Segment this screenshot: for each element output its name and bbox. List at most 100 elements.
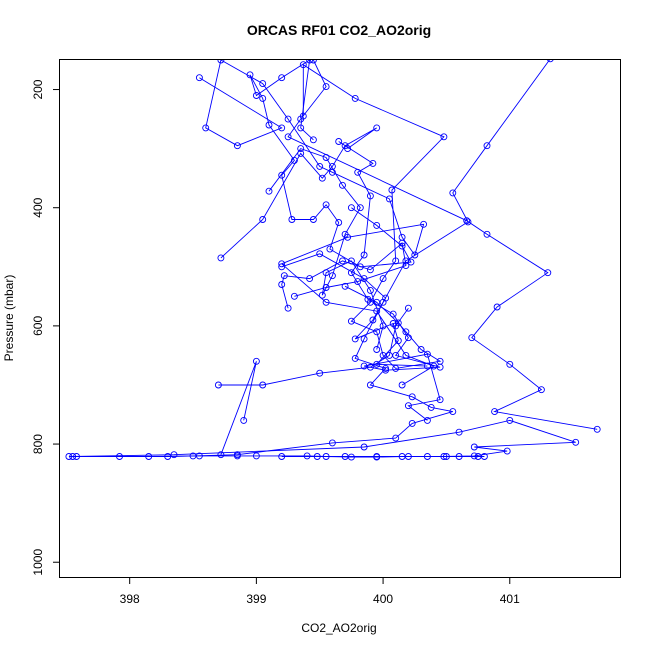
data-point: [280, 272, 288, 280]
data-point: [259, 381, 267, 389]
data-point: [347, 317, 355, 325]
data-point: [404, 402, 412, 410]
data-point: [322, 284, 330, 291]
data-point: [252, 92, 260, 99]
data-point: [341, 282, 349, 290]
data-point: [233, 452, 241, 460]
data-point: [278, 74, 286, 82]
data-point: [402, 262, 410, 270]
data-point: [278, 124, 286, 132]
series-7: [335, 138, 444, 424]
data-point: [309, 136, 317, 144]
data-point: [366, 363, 374, 371]
data-point: [388, 186, 396, 194]
y-tick-label: 1000: [31, 549, 45, 576]
y-tick-label: 600: [31, 316, 45, 336]
data-point: [369, 159, 377, 167]
series-layer: [65, 60, 601, 461]
data-point: [316, 162, 324, 170]
data-point: [339, 257, 346, 265]
data-point: [354, 278, 362, 286]
y-tick-label: 200: [31, 79, 45, 99]
y-axis-label: Pressure (mbar): [2, 275, 16, 362]
data-point: [344, 145, 352, 153]
data-point: [195, 74, 203, 82]
data-point: [335, 138, 343, 145]
data-point: [407, 258, 415, 266]
data-point: [404, 334, 412, 342]
data-point: [436, 363, 444, 371]
data-point: [214, 381, 222, 389]
data-point: [398, 239, 406, 247]
series-line: [281, 253, 428, 367]
data-point: [351, 335, 359, 343]
data-point: [506, 416, 514, 424]
data-point: [404, 304, 412, 312]
data-point: [328, 272, 336, 280]
data-point: [265, 187, 273, 195]
data-point: [506, 360, 514, 368]
data-point: [385, 351, 393, 359]
x-tick-label: 398: [120, 592, 140, 606]
data-point: [69, 453, 77, 460]
series-12: [278, 250, 431, 370]
data-point: [440, 133, 448, 141]
series-line: [220, 361, 257, 455]
series-line: [338, 141, 441, 421]
data-point: [322, 83, 330, 91]
data-point: [360, 251, 368, 259]
data-point: [217, 60, 225, 64]
data-point: [299, 61, 307, 69]
data-point: [373, 360, 381, 368]
data-point: [398, 381, 406, 389]
data-point: [468, 334, 476, 342]
data-point: [318, 291, 326, 299]
series-11: [278, 239, 410, 312]
data-point: [369, 316, 377, 324]
data-point: [246, 71, 254, 79]
data-point: [356, 263, 364, 271]
data-point: [398, 453, 406, 460]
data-point: [423, 416, 431, 424]
data-point: [351, 94, 359, 102]
data-point: [423, 362, 431, 370]
data-point: [483, 230, 491, 238]
y-tick-label: 800: [31, 434, 45, 454]
data-point: [309, 216, 317, 223]
data-point: [316, 369, 324, 377]
data-point: [544, 269, 552, 277]
data-point: [360, 362, 368, 370]
x-axis: 398 399 400 401: [120, 577, 520, 606]
data-point: [328, 162, 336, 170]
data-point: [316, 250, 324, 258]
data-point: [233, 142, 241, 150]
data-point: [360, 335, 368, 343]
data-point: [303, 452, 311, 460]
data-point: [480, 453, 488, 460]
data-point: [297, 149, 305, 157]
data-point: [455, 453, 463, 460]
data-point: [493, 303, 501, 311]
y-tick-label: 400: [31, 197, 45, 217]
data-point: [328, 439, 336, 447]
data-point: [318, 174, 326, 182]
data-point: [145, 453, 153, 460]
data-point: [572, 438, 580, 446]
data-point: [217, 451, 225, 459]
data-point: [423, 453, 431, 460]
data-point: [354, 168, 362, 176]
data-point: [322, 154, 330, 161]
data-point: [278, 263, 286, 271]
data-point: [373, 221, 381, 229]
data-point: [382, 366, 390, 374]
data-point: [217, 254, 225, 262]
series-line: [249, 60, 412, 268]
series-line: [199, 60, 435, 386]
data-point: [360, 443, 368, 451]
data-point: [278, 281, 286, 288]
data-point: [322, 298, 330, 306]
data-point: [382, 364, 390, 372]
data-point: [322, 201, 330, 209]
